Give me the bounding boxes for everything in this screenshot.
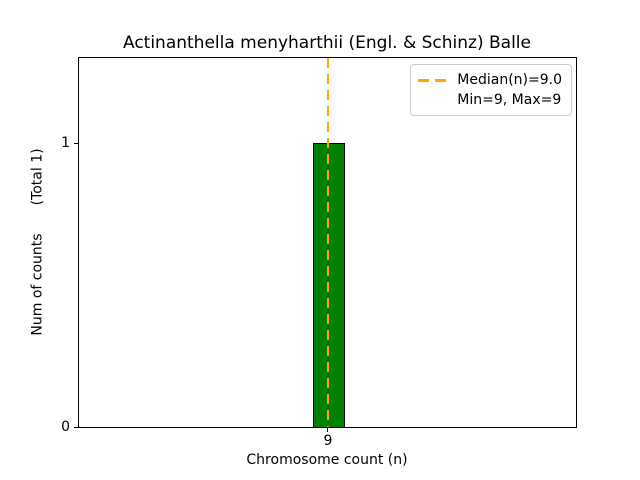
y-tick-label-0: 0 xyxy=(61,419,70,435)
y-tick-mark-0 xyxy=(74,427,78,428)
x-tick-label-9: 9 xyxy=(323,433,333,449)
y-tick-label-1: 1 xyxy=(61,135,70,151)
legend-label-median: Median(n)=9.0 xyxy=(457,72,562,88)
y-axis-label-text: Num of counts xyxy=(29,233,46,336)
bar-chromosome-9 xyxy=(313,143,345,427)
y-axis-label-note: (Total 1) xyxy=(29,148,46,206)
plot-area: Median(n)=9.0 Min=9, Max=9 xyxy=(78,57,577,428)
median-line xyxy=(327,58,329,427)
x-tick-mark-9 xyxy=(327,428,328,432)
y-axis-label: Num of counts (Total 1) xyxy=(30,148,47,335)
chart-title: Actinanthella menyharthii (Engl. & Schin… xyxy=(122,33,531,53)
x-axis-label: Chromosome count (n) xyxy=(246,452,408,468)
legend: Median(n)=9.0 Min=9, Max=9 xyxy=(410,64,572,116)
legend-minmax-empty-handle xyxy=(418,99,446,102)
legend-entry-median: Median(n)=9.0 xyxy=(418,70,562,90)
y-tick-mark-1 xyxy=(74,143,78,144)
legend-label-minmax: Min=9, Max=9 xyxy=(457,92,562,108)
legend-median-dashed-line-sample xyxy=(418,78,447,82)
legend-entry-minmax: Min=9, Max=9 xyxy=(418,90,562,110)
